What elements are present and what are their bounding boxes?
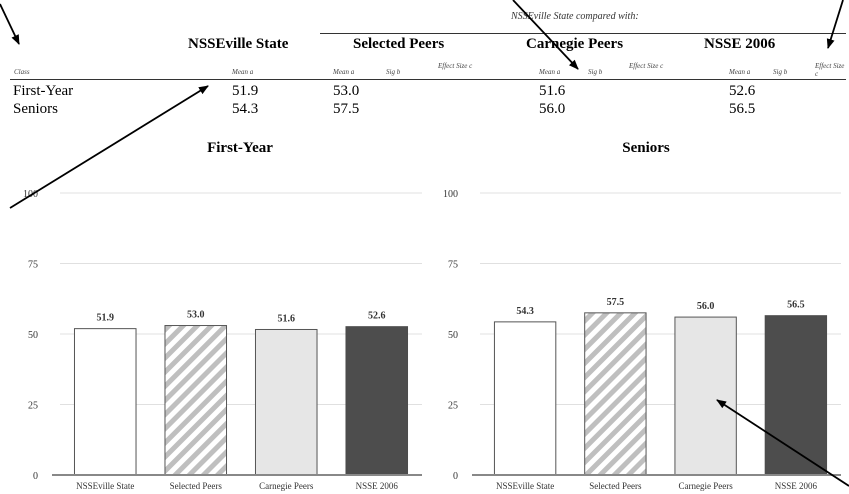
chart-first-year: 0 25 50 75 100 51.9 NSSEville State 53.0 Selecte… — [23, 189, 422, 491]
subheader-mean-carn: Mean a — [539, 68, 561, 76]
subheader-effect-carn: Effect Size c — [629, 62, 664, 70]
y-tick-label: 50 — [448, 330, 458, 341]
header-carnegie-peers: Carnegie Peers — [526, 36, 624, 52]
bar-nsse-2006 — [764, 315, 828, 476]
x-category-label: NSSEville State — [496, 481, 554, 491]
row-seniors-inst: 54.3 — [232, 101, 259, 117]
subheader-sig-sel: Sig b — [386, 68, 401, 76]
bar-value-label: 56.5 — [787, 300, 805, 311]
y-tick-label: 25 — [448, 401, 458, 412]
y-tick-label: 100 — [23, 189, 38, 200]
header-selected-peers: Selected Peers — [353, 36, 445, 52]
row-seniors-sel: 57.5 — [333, 101, 360, 117]
bar-value-label: 52.6 — [368, 311, 386, 322]
bar-value-label: 51.9 — [97, 313, 115, 324]
row-first-year-carn: 51.6 — [539, 83, 566, 99]
y-tick-label: 0 — [453, 471, 458, 482]
row-first-year-nsse: 52.6 — [729, 83, 756, 99]
bar-carnegie-peers — [674, 316, 737, 476]
bar-value-label: 53.0 — [187, 310, 205, 321]
subheader-mean-inst: Mean a — [232, 68, 254, 76]
subheader-sig-nsse: Sig b — [773, 68, 788, 76]
chart-title-first-year: First-Year — [207, 140, 273, 156]
arrow-effect-size — [826, 0, 844, 49]
header-nsse-2006: NSSE 2006 — [704, 36, 776, 52]
x-category-label: NSSE 2006 — [775, 481, 818, 491]
y-tick-label: 75 — [448, 260, 458, 271]
chart-title-seniors: Seniors — [622, 140, 670, 156]
row-label-first-year: First-Year — [13, 83, 74, 99]
subheader-sig-carn: Sig b — [588, 68, 603, 76]
row-label-seniors: Seniors — [13, 101, 58, 117]
subheader-mean-nsse: Mean a — [729, 68, 751, 76]
bar-value-label: 54.3 — [516, 306, 534, 317]
bar-nsseville-state — [73, 328, 137, 476]
compared-with-caption: NSSEville State compared with: — [511, 11, 639, 22]
bar-nsse-2006 — [345, 326, 409, 476]
arrow-class — [0, 3, 20, 45]
x-category-label: Carnegie Peers — [679, 481, 734, 491]
subheader-class: Class — [14, 68, 30, 76]
compared-rule — [320, 33, 846, 34]
subheader-mean-sel: Mean a — [333, 68, 355, 76]
x-category-label: Selected Peers — [589, 481, 642, 491]
bar-nsseville-state — [493, 321, 557, 476]
bar-carnegie-peers — [254, 328, 318, 476]
subheader-effect-nsse: Effect Size c — [815, 62, 845, 78]
y-tick-label: 25 — [28, 401, 38, 412]
bar-selected-peers — [164, 325, 228, 476]
x-category-label: NSSE 2006 — [356, 481, 399, 491]
chart-seniors: 0 25 50 75 100 54.3 NSSEville State 57.5 Selecte… — [443, 189, 841, 491]
header-nsseville-state: NSSEville State — [188, 36, 289, 52]
y-tick-label: 75 — [28, 260, 38, 271]
subheader-effect-sel: Effect Size c — [438, 62, 473, 70]
bar-value-label: 56.0 — [697, 301, 715, 312]
x-category-label: NSSEville State — [76, 481, 134, 491]
row-seniors-carn: 56.0 — [539, 101, 566, 117]
table-rule — [10, 79, 846, 80]
x-category-label: Selected Peers — [170, 481, 223, 491]
y-tick-label: 50 — [28, 330, 38, 341]
y-tick-label: 100 — [443, 189, 458, 200]
y-tick-label: 0 — [33, 471, 38, 482]
bar-value-label: 51.6 — [278, 313, 296, 324]
x-category-label: Carnegie Peers — [259, 481, 314, 491]
row-first-year-sel: 53.0 — [333, 83, 360, 99]
bar-value-label: 57.5 — [607, 297, 625, 308]
row-first-year-inst: 51.9 — [232, 83, 259, 99]
row-seniors-nsse: 56.5 — [729, 101, 756, 117]
bar-selected-peers — [584, 312, 647, 476]
